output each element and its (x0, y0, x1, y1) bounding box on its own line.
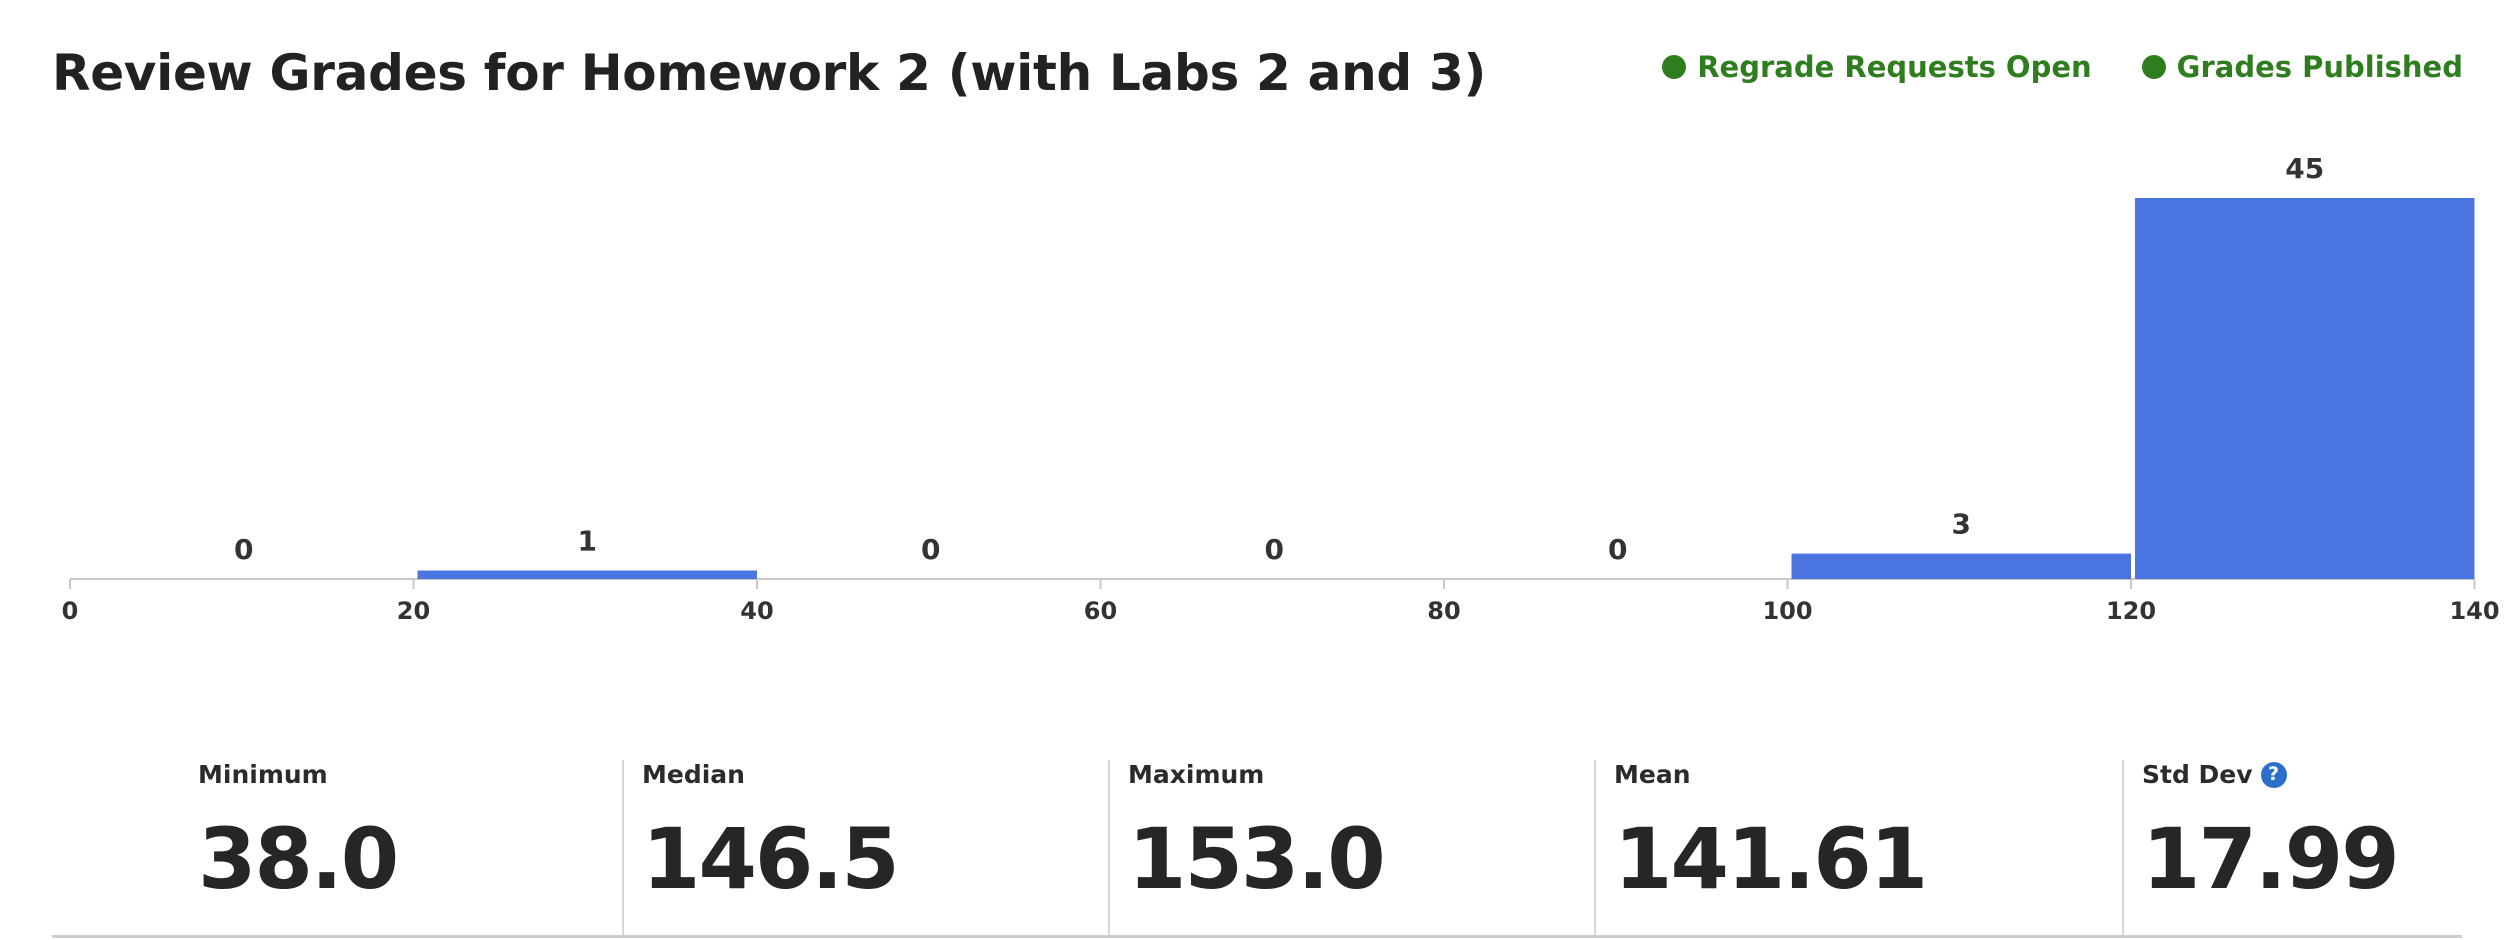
stat-minimum: Minimum 38.0 (52, 760, 622, 935)
bar-count-label: 0 (921, 533, 940, 566)
bar-count-label: 3 (1952, 508, 1971, 541)
stat-value: 17.99 (2142, 810, 2400, 908)
stat-value: 38.0 (198, 810, 399, 908)
x-tick-label: 80 (1427, 597, 1460, 625)
histogram-bar (2135, 198, 2475, 579)
stat-maximum: Maximum 153.0 (1108, 760, 1594, 935)
stat-label-with-help: Std Dev ? (2142, 760, 2287, 789)
stat-mean: Mean 141.61 (1594, 760, 2122, 935)
x-tick-label: 20 (397, 597, 430, 625)
status-label: Regrade Requests Open (1697, 50, 2092, 84)
stat-median: Median 146.5 (622, 760, 1108, 935)
stat-std-dev: Std Dev ? 17.99 (2122, 760, 2462, 935)
bar-count-label: 0 (234, 533, 253, 566)
help-icon[interactable]: ? (2260, 761, 2287, 788)
status-indicators: Regrade Requests Open Grades Published (1662, 50, 2463, 84)
histogram-bar (417, 570, 757, 579)
stat-value: 146.5 (642, 810, 900, 908)
grades-published-status: Grades Published (2141, 50, 2463, 84)
stat-label: Median (642, 760, 745, 789)
x-tick-label: 60 (1084, 597, 1117, 625)
bar-count-label: 0 (1265, 533, 1284, 566)
x-tick-label: 100 (1762, 597, 1812, 625)
stat-label: Maximum (1128, 760, 1265, 789)
bar-count-label: 1 (578, 525, 597, 558)
regrade-requests-status: Regrade Requests Open (1662, 50, 2092, 84)
x-tick-label: 0 (62, 597, 79, 625)
stat-label: Minimum (198, 760, 328, 789)
stat-value: 141.61 (1614, 810, 1928, 908)
histogram-bar (1791, 553, 2131, 579)
summary-statistics: Minimum 38.0 Median 146.5 Maximum 153.0 … (52, 760, 2462, 938)
x-tick-label: 120 (2106, 597, 2156, 625)
x-tick-label: 40 (740, 597, 773, 625)
status-dot-icon (1662, 55, 1687, 79)
stat-label: Mean (1614, 760, 1691, 789)
status-dot-icon (2141, 55, 2166, 79)
status-label: Grades Published (2176, 50, 2463, 84)
bar-count-label: 0 (1608, 533, 1627, 566)
stat-value: 153.0 (1128, 810, 1386, 908)
page-title: Review Grades for Homework 2 (with Labs … (52, 44, 1487, 102)
stat-label-text: Std Dev (2142, 760, 2253, 789)
bar-count-label: 45 (2285, 152, 2324, 185)
x-tick-label: 140 (2449, 597, 2499, 625)
